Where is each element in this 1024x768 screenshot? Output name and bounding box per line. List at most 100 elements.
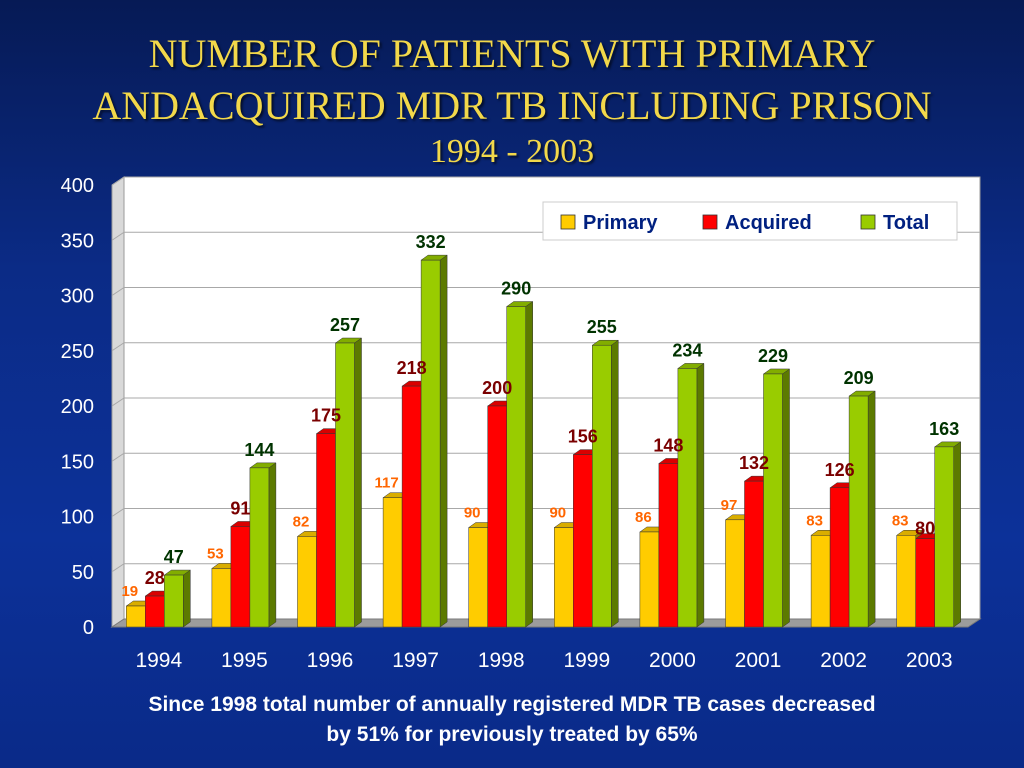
title-line-3: 1994 - 2003 xyxy=(429,133,595,170)
bar-total xyxy=(677,368,698,628)
bar-acquired xyxy=(316,433,336,628)
x-tick-label: 1999 xyxy=(563,649,610,672)
legend-swatch-primary xyxy=(560,214,576,230)
data-label-primary: 83 xyxy=(806,512,823,529)
data-label-primary: 90 xyxy=(464,505,481,522)
bar-primary xyxy=(554,527,574,628)
bar-primary xyxy=(126,605,146,628)
bar-acquired xyxy=(744,480,764,628)
y-tick-label: 0 xyxy=(83,617,94,639)
data-label-primary: 82 xyxy=(293,513,310,530)
bar-acquired xyxy=(915,538,935,628)
data-label-total: 163 xyxy=(929,419,959,439)
data-label-acquired: 28 xyxy=(145,568,165,588)
legend-box xyxy=(542,201,958,241)
bar-acquired xyxy=(145,595,165,628)
data-label-primary: 53 xyxy=(207,545,224,562)
x-tick-label: 1996 xyxy=(307,649,354,672)
bar-side-total xyxy=(867,390,876,628)
y-tick-label: 150 xyxy=(61,451,94,473)
legend-label-total: Total xyxy=(883,212,929,234)
data-label-total: 257 xyxy=(330,315,360,335)
bar-total xyxy=(164,574,184,628)
y-tick-label: 250 xyxy=(61,341,94,363)
gridline-side xyxy=(111,397,125,407)
bar-primary xyxy=(725,519,745,628)
legend-swatch-acquired xyxy=(702,214,718,230)
y-tick-label: 350 xyxy=(61,230,94,252)
y-tick-label: 50 xyxy=(72,562,94,584)
bar-primary xyxy=(468,527,488,628)
bar-side-total xyxy=(782,368,790,628)
bar-side-total xyxy=(696,362,705,628)
data-label-acquired: 91 xyxy=(230,498,250,518)
data-label-total: 234 xyxy=(672,340,702,360)
bar-side-total xyxy=(354,337,362,628)
caption: Since 1998 total number of annually regi… xyxy=(0,690,1024,750)
chart-title: NUMBER OF PATIENTS WITH PRIMARY ANDACQUI… xyxy=(0,28,1024,172)
bar-side-total xyxy=(611,339,619,628)
bar-total xyxy=(420,259,441,628)
data-label-acquired: 132 xyxy=(739,453,769,473)
y-tick-label: 200 xyxy=(61,396,94,418)
gridline-side xyxy=(111,176,125,186)
gridline-side xyxy=(111,342,125,352)
data-label-primary: 117 xyxy=(374,475,398,492)
title-line-1: NUMBER OF PATIENTS WITH PRIMARY xyxy=(148,31,876,76)
data-label-primary: 97 xyxy=(721,497,738,514)
data-label-acquired: 80 xyxy=(915,519,935,539)
gridline-side xyxy=(111,287,125,296)
data-label-acquired: 175 xyxy=(311,406,341,426)
data-label-acquired: 218 xyxy=(397,358,427,378)
x-tick-label: 1998 xyxy=(478,649,525,672)
data-label-acquired: 156 xyxy=(568,427,598,447)
bar-primary xyxy=(382,497,403,628)
x-tick-label: 1994 xyxy=(135,649,182,672)
bar-primary xyxy=(639,531,660,628)
bar-primary xyxy=(896,535,916,628)
data-label-primary: 86 xyxy=(635,509,652,526)
y-tick-label: 400 xyxy=(61,175,94,197)
data-label-primary: 19 xyxy=(121,583,138,600)
x-tick-label: 1997 xyxy=(392,649,439,672)
data-label-primary: 83 xyxy=(892,512,909,529)
gridline-side xyxy=(111,452,125,462)
data-label-total: 229 xyxy=(758,346,788,366)
bar-primary xyxy=(810,535,831,628)
data-label-primary: 90 xyxy=(549,505,566,522)
legend-label-primary: Primary xyxy=(583,212,658,234)
legend-label-acquired: Acquired xyxy=(725,212,812,234)
bar-side-total xyxy=(953,441,961,628)
bar-total xyxy=(249,467,270,628)
data-label-total: 332 xyxy=(416,232,446,252)
y-tick-label: 300 xyxy=(61,286,94,308)
gridline-side xyxy=(111,508,125,517)
bar-acquired xyxy=(829,487,850,628)
x-tick-label: 2001 xyxy=(735,649,782,672)
bar-acquired xyxy=(487,405,507,628)
bar-side-total xyxy=(268,462,277,628)
data-label-total: 209 xyxy=(844,368,874,388)
bar-total xyxy=(848,395,869,628)
gridline-side xyxy=(111,231,125,241)
bar-side-total xyxy=(439,254,448,628)
data-label-total: 144 xyxy=(244,440,274,460)
data-label-acquired: 200 xyxy=(482,378,512,398)
bar-total xyxy=(592,344,612,628)
bar-acquired xyxy=(573,454,593,628)
caption-line-2: by 51% for previously treated by 65% xyxy=(326,723,698,746)
x-tick-label: 2000 xyxy=(649,649,696,672)
y-tick-label: 100 xyxy=(61,507,94,529)
bar-acquired xyxy=(658,463,679,628)
bar-total xyxy=(763,373,783,628)
legend-swatch-total xyxy=(860,214,876,230)
bar-acquired xyxy=(230,526,251,628)
bar-total xyxy=(506,306,526,628)
x-tick-label: 2002 xyxy=(820,649,867,672)
data-label-total: 290 xyxy=(501,279,531,299)
x-tick-label: 2003 xyxy=(906,649,953,672)
bar-acquired xyxy=(401,385,422,628)
data-label-total: 255 xyxy=(587,317,617,337)
data-label-total: 47 xyxy=(164,547,184,567)
